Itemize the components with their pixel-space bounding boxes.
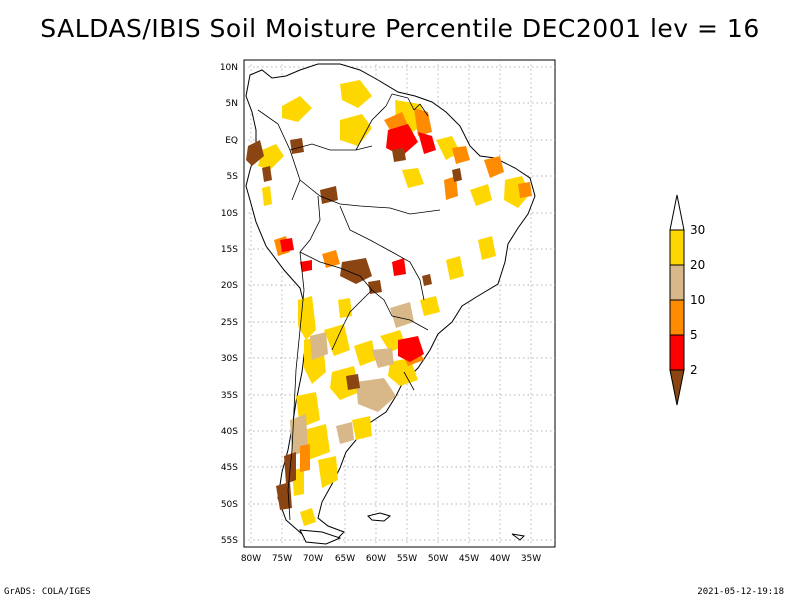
country-borders [257,93,441,521]
lon-label: 40W [490,554,510,564]
lat-label: 30S [221,354,238,364]
latitude-labels: 10N 5N EQ 5S 10S 15S 20S 25S 30S 35S 40S… [220,63,238,546]
south-america-outline [245,63,536,541]
lat-label: 20S [221,281,238,291]
legend-swatch-tan [669,264,685,301]
lat-label: 10S [221,209,238,219]
map-title: SALDAS/IBIS Soil Moisture Percentile DEC… [40,14,760,43]
legend-label: 10 [690,293,705,307]
lat-label: 15S [221,245,238,255]
lon-label: 75W [272,554,292,564]
lat-label: 45S [221,463,238,473]
legend-label: 2 [690,363,698,377]
legend-label: 5 [690,328,698,342]
footer-timestamp: 2021-05-12-19:18 [697,587,784,597]
lat-label: 5S [227,172,239,182]
legend-swatch-orange [669,299,685,336]
legend-swatch-red [669,334,685,371]
legend-label: 30 [690,223,705,237]
lon-label: 80W [241,554,261,564]
falkland-islands [367,512,392,522]
legend-bottom-arrow [669,369,685,406]
lon-label: 45W [459,554,479,564]
lon-label: 55W [397,554,417,564]
lon-label: 50W [428,554,448,564]
lat-label: 35S [221,391,238,401]
lat-label: 5N [226,99,238,109]
lat-label: 55S [221,536,238,546]
lat-label: 40S [221,427,238,437]
lon-label: 60W [366,554,386,564]
lat-label: 10N [220,63,238,73]
lat-label: 25S [221,318,238,328]
lon-label: 65W [335,554,355,564]
lon-label: 70W [303,554,323,564]
south-georgia [511,533,526,541]
footer-credit: GrADS: COLA/IGES [4,587,91,597]
color-legend: 30 20 10 5 2 [669,194,705,406]
longitude-labels: 80W 75W 70W 65W 60W 55W 50W 45W 40W 35W [241,554,541,564]
lat-label: 50S [221,500,238,510]
tierra-del-fuego [299,529,342,545]
lat-label: EQ [225,136,238,146]
legend-label: 20 [690,258,705,272]
legend-top-arrow [669,194,685,231]
legend-swatch-yellow [669,229,685,266]
lon-label: 35W [521,554,541,564]
